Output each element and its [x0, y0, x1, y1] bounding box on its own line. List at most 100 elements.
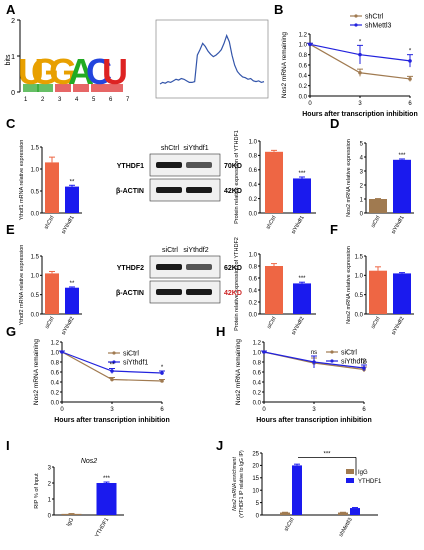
y-tick-label: 1.0: [31, 167, 40, 173]
y-tick-label: 3: [360, 169, 364, 175]
bar-siythdf1: [65, 186, 79, 213]
y-tick-label: 1: [48, 497, 52, 503]
x-tick-label: shCtrl: [265, 215, 277, 230]
x-tick-label: siYthdf1: [291, 215, 306, 235]
legend-swatch: [346, 478, 354, 483]
motif-position: 5: [92, 97, 96, 103]
significance-mark: ***: [298, 276, 306, 282]
y-tick-label: 0.2: [253, 390, 262, 396]
bar-chart-d: 0 1 2 3 4 5 Nos2 mRNA relative expression siCtr…: [346, 139, 414, 235]
significance-mark: *: [161, 365, 164, 371]
y-axis-label: Nos2 mRNA relative expression: [346, 246, 352, 324]
bar-siythdf2: [393, 273, 411, 314]
y-axis-label: Nos2 mRNA enrichment: [232, 457, 238, 511]
bar-chart-e1: 0.0 0.5 1.0 1.5 Ythdf2 mRNA relative express…: [19, 245, 82, 336]
blot-lane-label: shCtrl: [161, 145, 180, 152]
bar-igg-shctrl: [280, 512, 290, 515]
motif-letter: A: [68, 51, 94, 92]
panel-letter-c: C: [6, 116, 16, 131]
bar-chart-c2: 0.0 0.2 0.4 0.6 0.8 1.0 Protein relative expre…: [234, 130, 316, 235]
y-tick-label: 0.8: [51, 360, 60, 366]
x-tick-label: 6: [362, 407, 366, 413]
bar-siythdf2: [293, 283, 311, 314]
data-point: [60, 350, 64, 354]
bar-sictrl: [265, 266, 283, 314]
y-tick-label: 0.8: [249, 264, 258, 270]
bar-chart-e2: 0.0 0.2 0.4 0.6 0.8 1.0 Protein relative expre…: [234, 237, 316, 336]
x-tick-label: 6: [408, 101, 412, 107]
y-tick-label: 2: [360, 183, 364, 189]
significance-mark: ns: [361, 359, 367, 365]
blot-band: [186, 289, 212, 295]
significance-mark: ***: [323, 451, 331, 457]
blot-lane-label: siCtrl: [162, 247, 178, 254]
y-tick-label: 1.0: [51, 350, 60, 356]
y-tick-label: 0.4: [249, 183, 258, 189]
data-point: [160, 379, 164, 383]
y-tick-label: 3: [48, 465, 52, 471]
motif-small-letter: [91, 84, 107, 92]
blot-frame-top: [149, 153, 221, 177]
motif-position: 6: [109, 97, 113, 103]
motif-letter: U: [102, 51, 128, 92]
y-tick-label: 0.6: [249, 168, 258, 174]
y-tick-label: 0.0: [51, 400, 60, 406]
significance-mark: *: [359, 39, 362, 45]
x-tick-label: siCtrl: [370, 316, 381, 330]
blot-protein-label: β-ACTIN: [116, 290, 144, 297]
y-tick-label: 1: [360, 197, 364, 203]
y-axis-label: Nos2 mRNA remaining: [33, 339, 40, 405]
y-tick-label: 1.0: [249, 252, 258, 258]
western-blot-c: shCtrl siYthdf1 YTHDF1 70KD β-ACTIN 42KD: [116, 145, 242, 202]
significance-mark: ***: [398, 153, 406, 159]
legend-label: shMettl3: [365, 23, 392, 30]
y-tick-label: 1.0: [31, 274, 40, 280]
blot-band: [186, 264, 212, 270]
legend-marker: [330, 359, 334, 363]
y-tick-label: 5: [256, 501, 260, 507]
y-tick-label: 0.0: [355, 312, 364, 318]
x-tick-label: siCtrl: [44, 316, 55, 330]
bar-siythdf2: [65, 287, 79, 314]
legend-marker: [354, 23, 358, 27]
legend-marker: [330, 350, 334, 354]
motif-tick-label: 0: [11, 90, 15, 97]
y-tick-label: 0.0: [31, 211, 40, 217]
data-point: [308, 42, 312, 47]
significance-mark: **: [70, 179, 75, 185]
data-point: [312, 360, 316, 364]
y-tick-label: 0.2: [249, 300, 258, 306]
bar-sictrl: [45, 273, 59, 314]
y-tick-label: 0.0: [299, 94, 308, 100]
bar-chart-i: Nos2 0 1 2 3 RIP % of Input IgG *** YTHDF1: [34, 458, 124, 539]
y-tick-label: 1.5: [355, 254, 364, 260]
y-tick-label: 0.0: [31, 312, 40, 318]
blot-size-label: 70KD: [224, 163, 242, 170]
blot-size-label: 42KD: [224, 188, 242, 195]
panel-letter-d: D: [330, 116, 339, 131]
y-tick-label: 1.2: [253, 340, 262, 346]
x-tick-label: shMettl3: [338, 517, 354, 538]
western-blot-e: siCtrl siYthdf2 YTHDF2 62KD β-ACTIN 42KD: [116, 247, 242, 304]
x-tick-label: siCtrl: [266, 316, 277, 330]
blot-frame-bottom: [149, 178, 221, 202]
y-tick-label: 0: [360, 211, 364, 217]
panel-letter-j: J: [216, 438, 223, 453]
y-tick-label: 0: [256, 513, 260, 519]
x-tick-label: siYthdf1: [61, 215, 76, 235]
peak-density-chart: [155, 19, 269, 99]
y-tick-label: 1.2: [299, 32, 308, 38]
motif-small-letter: [37, 84, 53, 92]
bar-sictrl: [369, 270, 387, 314]
bar-sictrl: [369, 199, 387, 213]
bar-siythdf1: [393, 159, 411, 213]
significance-mark: ***: [103, 476, 111, 482]
x-tick-label: siYthdf2: [291, 316, 306, 336]
bar-shctrl: [265, 151, 283, 213]
significance-mark: **: [110, 363, 115, 369]
y-tick-label: 0.0: [249, 211, 258, 217]
x-tick-label: 0: [60, 407, 64, 413]
